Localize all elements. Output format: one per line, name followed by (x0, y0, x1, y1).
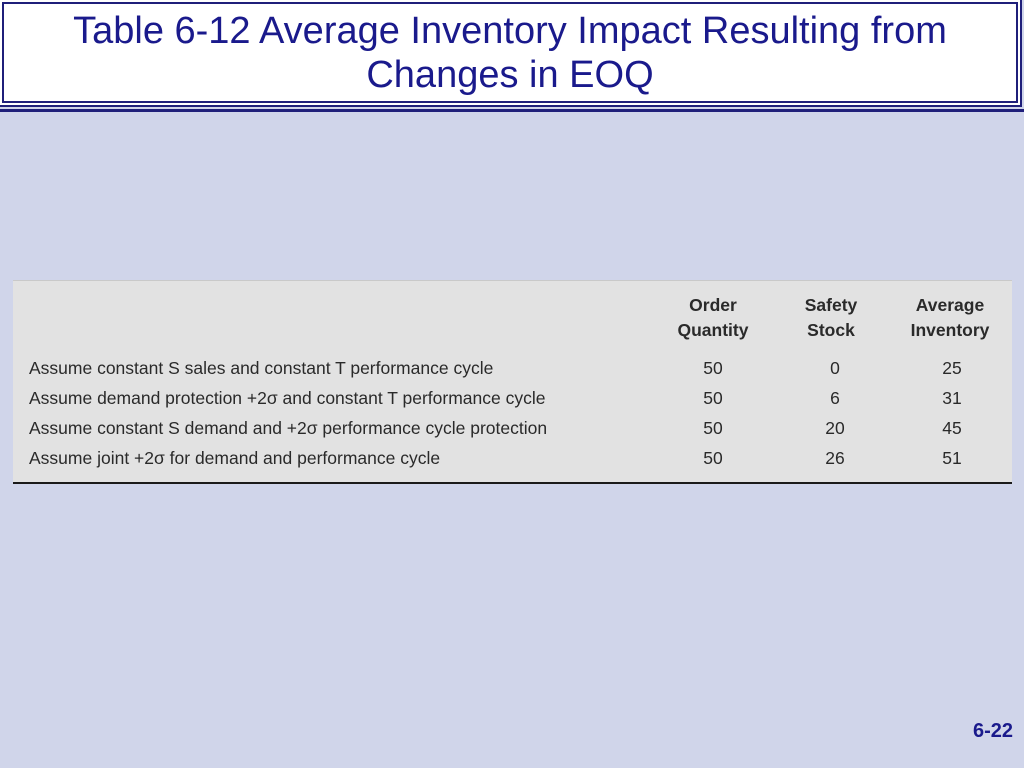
order-quantity-value: 50 (703, 388, 723, 408)
table-row: Assume constant S sales and constant T p… (13, 353, 1012, 383)
row-description: Assume demand protection +2σ and constan… (29, 388, 546, 408)
page-number: 6-22 (972, 720, 1013, 742)
average-inventory-value: 45 (942, 418, 962, 438)
average-inventory-value: 51 (942, 448, 962, 468)
safety-stock-value: 20 (825, 418, 845, 438)
row-description: Assume constant S demand and +2σ perform… (29, 418, 548, 438)
header-safety-stock: Safety Stock (804, 295, 858, 340)
table-row: Assume constant S demand and +2σ perform… (13, 413, 1012, 443)
average-inventory-value: 25 (942, 358, 962, 378)
inventory-table: Order Quantity Safety Stock Average Inve… (13, 280, 1012, 484)
title-box: Table 6-12 Average Inventory Impact Resu… (2, 2, 1018, 103)
order-quantity-value: 50 (703, 358, 723, 378)
safety-stock-value: 26 (825, 448, 845, 468)
table-row: Assume joint +2σ for demand and performa… (13, 443, 1012, 473)
row-description: Assume joint +2σ for demand and performa… (29, 448, 441, 468)
header-order-quantity: Order Quantity (677, 295, 749, 340)
title-divider (0, 109, 1024, 112)
slide-title: Table 6-12 Average Inventory Impact Resu… (73, 9, 947, 96)
safety-stock-value: 0 (830, 358, 840, 378)
safety-stock-value: 6 (830, 388, 840, 408)
average-inventory-value: 31 (942, 388, 962, 408)
order-quantity-value: 50 (703, 418, 723, 438)
order-quantity-value: 50 (703, 448, 723, 468)
header-average-inventory: Average Inventory (910, 295, 990, 340)
table-row: Assume demand protection +2σ and constan… (13, 383, 1012, 413)
row-description: Assume constant S sales and constant T p… (29, 358, 494, 378)
